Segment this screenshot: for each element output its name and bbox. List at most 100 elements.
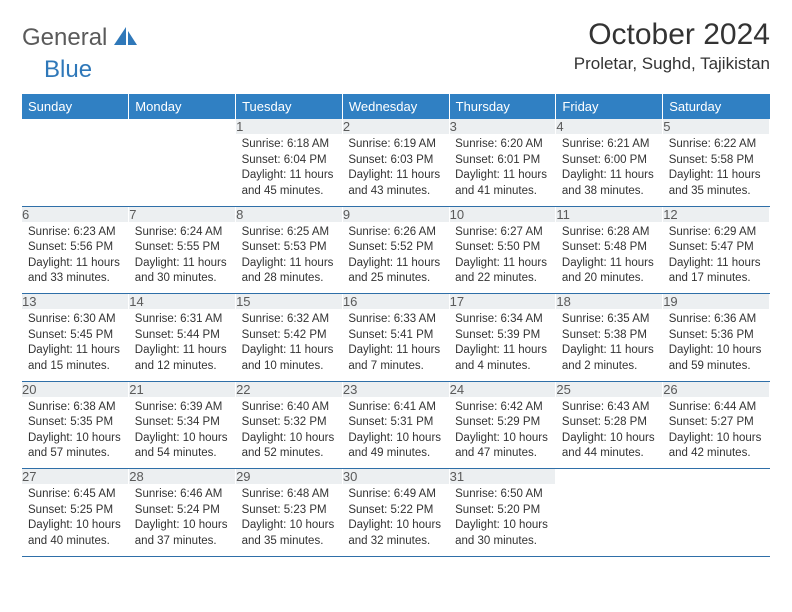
day-content: Sunrise: 6:32 AMSunset: 5:42 PMDaylight:… [236,309,343,380]
day-number: 23 [342,381,449,397]
week-daynum-row: 20212223242526 [22,381,770,397]
logo-text-blue: Blue [44,56,92,84]
day-number: 28 [129,469,236,485]
month-title: October 2024 [574,18,770,52]
day-content: Sunrise: 6:49 AMSunset: 5:22 PMDaylight:… [342,484,449,555]
day-number: 13 [22,294,129,310]
week-daynum-row: 2728293031 [22,469,770,485]
day-cell: Sunrise: 6:38 AMSunset: 5:35 PMDaylight:… [22,397,129,469]
day-cell: Sunrise: 6:23 AMSunset: 5:56 PMDaylight:… [22,222,129,294]
day-cell: Sunrise: 6:32 AMSunset: 5:42 PMDaylight:… [236,309,343,381]
day-content: Sunrise: 6:50 AMSunset: 5:20 PMDaylight:… [449,484,556,555]
calendar-body: 12345Sunrise: 6:18 AMSunset: 6:04 PMDayl… [22,119,770,556]
day-content: Sunrise: 6:48 AMSunset: 5:23 PMDaylight:… [236,484,343,555]
day-content: Sunrise: 6:39 AMSunset: 5:34 PMDaylight:… [129,397,236,468]
week-daynum-row: 6789101112 [22,206,770,222]
day-header: Monday [129,94,236,119]
location: Proletar, Sughd, Tajikistan [574,54,770,74]
day-header-row: SundayMondayTuesdayWednesdayThursdayFrid… [22,94,770,119]
day-number: 2 [342,119,449,134]
day-cell: Sunrise: 6:26 AMSunset: 5:52 PMDaylight:… [342,222,449,294]
day-content: Sunrise: 6:40 AMSunset: 5:32 PMDaylight:… [236,397,343,468]
day-number: 22 [236,381,343,397]
day-content: Sunrise: 6:25 AMSunset: 5:53 PMDaylight:… [236,222,343,293]
day-cell: Sunrise: 6:41 AMSunset: 5:31 PMDaylight:… [342,397,449,469]
day-content: Sunrise: 6:28 AMSunset: 5:48 PMDaylight:… [556,222,663,293]
day-cell: Sunrise: 6:18 AMSunset: 6:04 PMDaylight:… [236,134,343,206]
day-cell: Sunrise: 6:50 AMSunset: 5:20 PMDaylight:… [449,484,556,556]
empty-cell [556,469,663,485]
day-cell: Sunrise: 6:33 AMSunset: 5:41 PMDaylight:… [342,309,449,381]
day-cell: Sunrise: 6:24 AMSunset: 5:55 PMDaylight:… [129,222,236,294]
day-cell: Sunrise: 6:48 AMSunset: 5:23 PMDaylight:… [236,484,343,556]
day-content: Sunrise: 6:22 AMSunset: 5:58 PMDaylight:… [663,134,770,205]
day-number: 11 [556,206,663,222]
day-cell: Sunrise: 6:49 AMSunset: 5:22 PMDaylight:… [342,484,449,556]
day-content: Sunrise: 6:20 AMSunset: 6:01 PMDaylight:… [449,134,556,205]
empty-cell [556,484,663,556]
day-cell: Sunrise: 6:39 AMSunset: 5:34 PMDaylight:… [129,397,236,469]
day-cell: Sunrise: 6:45 AMSunset: 5:25 PMDaylight:… [22,484,129,556]
day-number: 16 [342,294,449,310]
day-cell: Sunrise: 6:20 AMSunset: 6:01 PMDaylight:… [449,134,556,206]
day-content: Sunrise: 6:46 AMSunset: 5:24 PMDaylight:… [129,484,236,555]
day-number: 24 [449,381,556,397]
day-number: 31 [449,469,556,485]
day-cell: Sunrise: 6:34 AMSunset: 5:39 PMDaylight:… [449,309,556,381]
day-cell: Sunrise: 6:19 AMSunset: 6:03 PMDaylight:… [342,134,449,206]
week-content-row: Sunrise: 6:45 AMSunset: 5:25 PMDaylight:… [22,484,770,556]
day-number: 27 [22,469,129,485]
day-cell: Sunrise: 6:28 AMSunset: 5:48 PMDaylight:… [556,222,663,294]
day-header: Sunday [22,94,129,119]
empty-cell [663,484,770,556]
empty-cell [129,134,236,206]
empty-cell [663,469,770,485]
day-content: Sunrise: 6:21 AMSunset: 6:00 PMDaylight:… [556,134,663,205]
day-cell: Sunrise: 6:29 AMSunset: 5:47 PMDaylight:… [663,222,770,294]
day-cell: Sunrise: 6:42 AMSunset: 5:29 PMDaylight:… [449,397,556,469]
day-cell: Sunrise: 6:36 AMSunset: 5:36 PMDaylight:… [663,309,770,381]
day-content: Sunrise: 6:26 AMSunset: 5:52 PMDaylight:… [342,222,449,293]
day-content: Sunrise: 6:18 AMSunset: 6:04 PMDaylight:… [236,134,343,205]
day-number: 5 [663,119,770,134]
day-number: 4 [556,119,663,134]
week-content-row: Sunrise: 6:30 AMSunset: 5:45 PMDaylight:… [22,309,770,381]
empty-cell [22,134,129,206]
week-content-row: Sunrise: 6:23 AMSunset: 5:56 PMDaylight:… [22,222,770,294]
day-number: 10 [449,206,556,222]
day-cell: Sunrise: 6:22 AMSunset: 5:58 PMDaylight:… [663,134,770,206]
calendar-table: SundayMondayTuesdayWednesdayThursdayFrid… [22,94,770,557]
week-daynum-row: 13141516171819 [22,294,770,310]
day-number: 14 [129,294,236,310]
week-content-row: Sunrise: 6:38 AMSunset: 5:35 PMDaylight:… [22,397,770,469]
day-number: 15 [236,294,343,310]
day-number: 25 [556,381,663,397]
day-content: Sunrise: 6:30 AMSunset: 5:45 PMDaylight:… [22,309,129,380]
day-content: Sunrise: 6:45 AMSunset: 5:25 PMDaylight:… [22,484,129,555]
day-header: Saturday [663,94,770,119]
day-content: Sunrise: 6:29 AMSunset: 5:47 PMDaylight:… [663,222,770,293]
day-number: 1 [236,119,343,134]
day-number: 18 [556,294,663,310]
day-content: Sunrise: 6:34 AMSunset: 5:39 PMDaylight:… [449,309,556,380]
day-cell: Sunrise: 6:35 AMSunset: 5:38 PMDaylight:… [556,309,663,381]
week-content-row: Sunrise: 6:18 AMSunset: 6:04 PMDaylight:… [22,134,770,206]
day-cell: Sunrise: 6:31 AMSunset: 5:44 PMDaylight:… [129,309,236,381]
day-content: Sunrise: 6:35 AMSunset: 5:38 PMDaylight:… [556,309,663,380]
day-content: Sunrise: 6:36 AMSunset: 5:36 PMDaylight:… [663,309,770,380]
day-cell: Sunrise: 6:25 AMSunset: 5:53 PMDaylight:… [236,222,343,294]
day-number: 8 [236,206,343,222]
day-number: 20 [22,381,129,397]
day-cell: Sunrise: 6:43 AMSunset: 5:28 PMDaylight:… [556,397,663,469]
day-content: Sunrise: 6:38 AMSunset: 5:35 PMDaylight:… [22,397,129,468]
week-daynum-row: 12345 [22,119,770,134]
day-cell: Sunrise: 6:21 AMSunset: 6:00 PMDaylight:… [556,134,663,206]
title-block: October 2024 Proletar, Sughd, Tajikistan [574,18,770,74]
empty-cell [129,119,236,134]
day-header: Thursday [449,94,556,119]
day-header: Tuesday [236,94,343,119]
day-number: 26 [663,381,770,397]
day-content: Sunrise: 6:43 AMSunset: 5:28 PMDaylight:… [556,397,663,468]
day-header: Wednesday [342,94,449,119]
day-number: 12 [663,206,770,222]
